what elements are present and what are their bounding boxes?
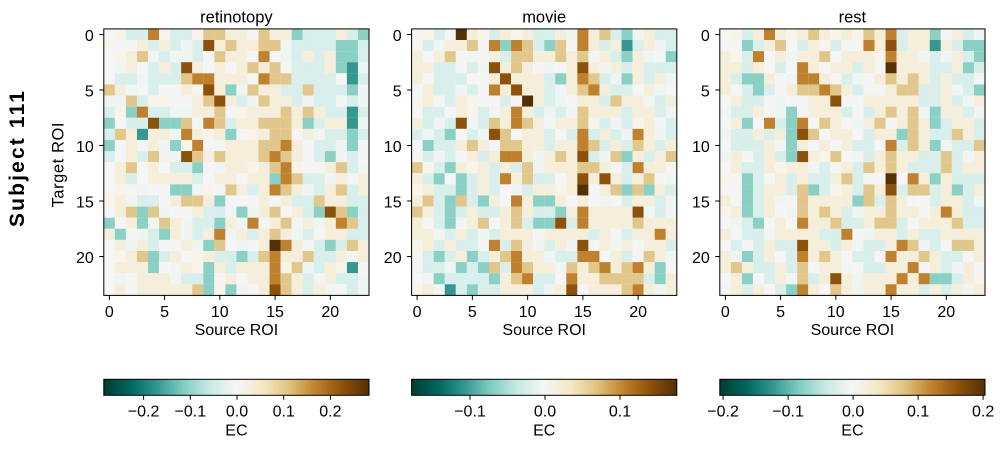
svg-text:10: 10	[76, 139, 94, 156]
svg-text:0.1: 0.1	[273, 403, 295, 420]
svg-text:10: 10	[692, 139, 710, 156]
svg-text:5: 5	[701, 83, 710, 100]
svg-text:20: 20	[76, 250, 94, 267]
svg-text:15: 15	[266, 304, 284, 321]
svg-text:20: 20	[321, 304, 339, 321]
svg-text:5: 5	[160, 304, 169, 321]
svg-text:0.2: 0.2	[972, 403, 994, 420]
svg-text:−0.2: −0.2	[128, 403, 160, 420]
svg-text:−0.1: −0.1	[454, 403, 486, 420]
svg-text:20: 20	[384, 250, 402, 267]
svg-text:20: 20	[629, 304, 647, 321]
svg-text:5: 5	[393, 83, 402, 100]
svg-text:5: 5	[85, 83, 94, 100]
svg-text:0.1: 0.1	[907, 403, 929, 420]
svg-text:15: 15	[882, 304, 900, 321]
svg-text:EC: EC	[841, 422, 863, 439]
svg-text:0.0: 0.0	[226, 403, 248, 420]
svg-text:Source ROI: Source ROI	[502, 322, 586, 339]
svg-text:0: 0	[413, 304, 422, 321]
svg-text:5: 5	[776, 304, 785, 321]
svg-text:Source ROI: Source ROI	[195, 322, 279, 339]
svg-text:10: 10	[211, 304, 229, 321]
svg-text:−0.1: −0.1	[175, 403, 207, 420]
svg-text:15: 15	[692, 195, 710, 212]
svg-text:rest: rest	[839, 9, 867, 27]
svg-text:0.1: 0.1	[609, 403, 631, 420]
svg-text:EC: EC	[225, 422, 247, 439]
svg-text:retinotopy: retinotopy	[200, 9, 273, 27]
svg-text:0: 0	[105, 304, 114, 321]
svg-text:0.0: 0.0	[534, 403, 556, 420]
svg-text:0: 0	[701, 28, 710, 45]
svg-text:EC: EC	[533, 422, 555, 439]
svg-text:10: 10	[384, 139, 402, 156]
svg-text:Source ROI: Source ROI	[811, 322, 895, 339]
svg-text:0: 0	[85, 28, 94, 45]
svg-text:movie: movie	[522, 9, 566, 27]
svg-text:15: 15	[76, 195, 94, 212]
svg-text:10: 10	[519, 304, 537, 321]
svg-text:10: 10	[827, 304, 845, 321]
svg-text:0.0: 0.0	[842, 403, 864, 420]
svg-text:Target ROI: Target ROI	[50, 123, 68, 208]
svg-text:−0.1: −0.1	[772, 403, 804, 420]
svg-text:−0.2: −0.2	[707, 403, 739, 420]
svg-text:15: 15	[574, 304, 592, 321]
svg-text:20: 20	[937, 304, 955, 321]
svg-text:0.2: 0.2	[319, 403, 341, 420]
svg-text:15: 15	[384, 195, 402, 212]
svg-text:0: 0	[393, 28, 402, 45]
svg-text:0: 0	[721, 304, 730, 321]
svg-text:5: 5	[468, 304, 477, 321]
svg-text:Subject 111: Subject 111	[6, 91, 29, 227]
svg-text:20: 20	[692, 250, 710, 267]
